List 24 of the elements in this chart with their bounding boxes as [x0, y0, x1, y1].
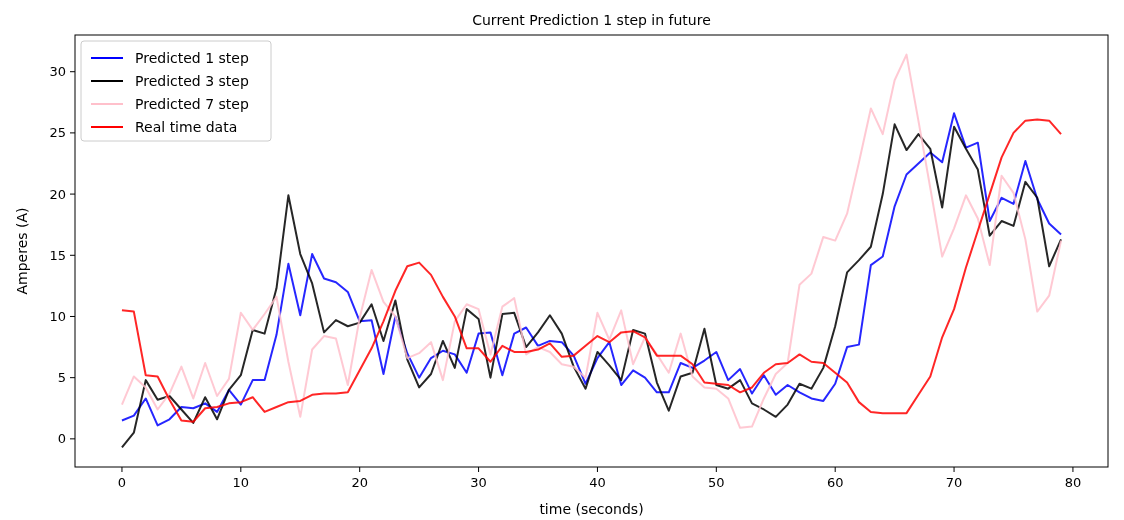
legend-label: Real time data	[135, 118, 238, 135]
x-tick-label: 60	[826, 475, 844, 490]
x-tick-label: 30	[470, 475, 487, 490]
y-axis-title: Amperes (A)	[14, 207, 30, 295]
y-tick-label: 0	[57, 431, 66, 447]
x-tick-label: 0	[117, 475, 127, 490]
y-tick-label: 20	[49, 186, 66, 202]
y-tick-label: 30	[49, 64, 66, 80]
x-tick-label: 10	[232, 475, 250, 490]
chart-title: Current Prediction 1 step in future	[472, 12, 711, 28]
y-tick-label: 25	[49, 125, 66, 141]
x-tick-label: 40	[589, 475, 606, 490]
line-series	[120, 53, 1063, 429]
y-tick-label: 5	[57, 370, 66, 386]
x-tick-label: 70	[945, 475, 963, 490]
y-tick-label: 10	[49, 309, 66, 325]
legend-label: Predicted 3 step	[135, 72, 249, 89]
legend-label: Predicted 7 step	[135, 95, 249, 112]
x-tick-label: 50	[708, 475, 725, 490]
x-axis-title: time (seconds)	[539, 501, 644, 517]
legend-label: Predicted 1 step	[135, 49, 249, 66]
y-tick-label: 15	[49, 247, 66, 263]
x-tick-label: 20	[351, 475, 368, 490]
x-tick-label: 80	[1064, 475, 1082, 490]
